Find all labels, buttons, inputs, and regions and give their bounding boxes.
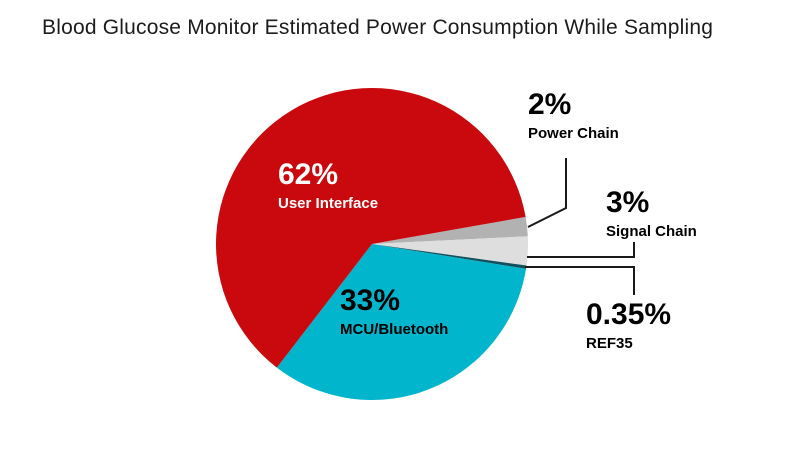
pie-slice-ref35 <box>372 244 527 269</box>
power-chain-name: Power Chain <box>528 124 619 142</box>
signal-chain-name: Signal Chain <box>606 222 697 240</box>
mcu-bluetooth-percent: 33% <box>340 284 401 317</box>
pie-slice-signal-chain <box>372 236 529 266</box>
user-interface-percent: 62% <box>278 158 339 191</box>
ref35-percent: 0.35% <box>586 298 672 331</box>
mcu-bluetooth-name: MCU/Bluetooth <box>340 320 449 338</box>
signal-chain-percent: 3% <box>606 186 650 219</box>
user-interface-name: User Interface <box>278 194 379 212</box>
label-mcu-bluetooth: 33% MCU/Bluetooth <box>340 284 448 339</box>
chart-title: Blood Glucose Monitor Estimated Power Co… <box>42 16 714 39</box>
pie-slice-mcu-bluetooth <box>276 244 526 401</box>
label-user-interface: 62% User Interface <box>278 158 378 213</box>
ref35-leader-line <box>525 266 635 295</box>
pie-slice-user-interface <box>216 88 526 368</box>
label-signal-chain: 3% Signal Chain <box>606 186 697 241</box>
pie-slice-power-chain <box>372 216 528 244</box>
leader-lines <box>525 158 635 295</box>
label-power-chain: 2% Power Chain <box>528 88 619 143</box>
power-chain-leader-line <box>527 158 567 228</box>
signal-chain-leader-line <box>527 242 635 258</box>
ref35-name: REF35 <box>586 334 633 352</box>
pie-slices <box>216 88 529 401</box>
label-ref35: 0.35% REF35 <box>586 298 671 353</box>
power-chain-percent: 2% <box>528 88 572 121</box>
